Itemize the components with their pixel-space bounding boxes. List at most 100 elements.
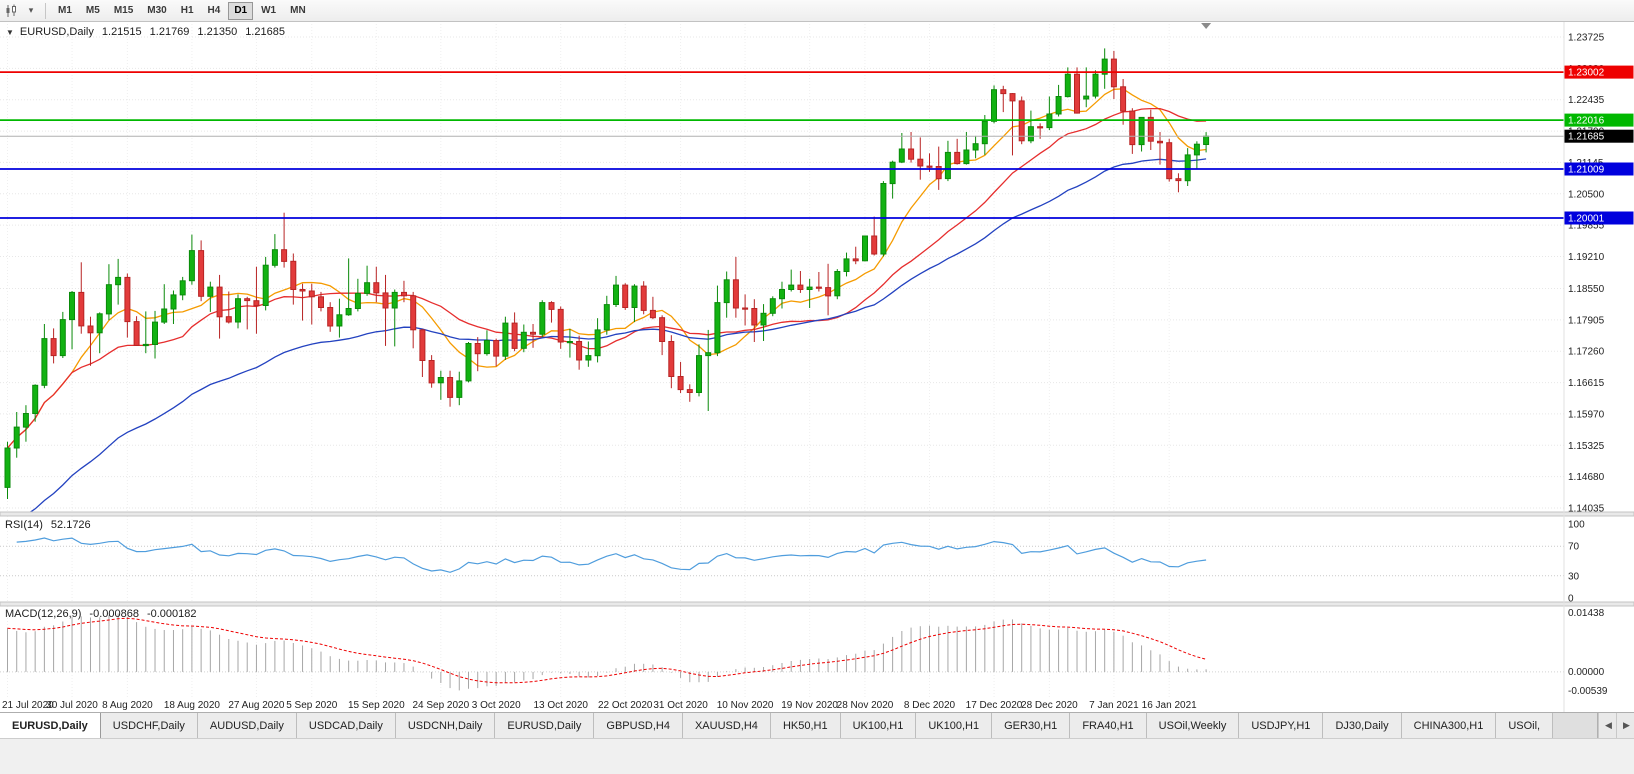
chart-shift-marker xyxy=(1201,23,1212,29)
svg-text:1.21685: 1.21685 xyxy=(1568,132,1605,143)
timeframe-button-m15[interactable]: M15 xyxy=(108,2,139,20)
chart-tab-4-usdcnh-daily[interactable]: USDCNH,Daily xyxy=(395,713,496,738)
timeframe-button-m1[interactable]: M1 xyxy=(52,2,78,20)
macd-signal-line xyxy=(7,617,1207,684)
price-level-badge xyxy=(1564,65,1634,79)
svg-text:17 Dec 2020: 17 Dec 2020 xyxy=(966,700,1023,711)
chart-tab-5-eurusd-daily[interactable]: EURUSD,Daily xyxy=(495,713,595,738)
chart-tab-7-xauusd-h4[interactable]: XAUUSD,H4 xyxy=(682,713,771,738)
timeframe-button-h1[interactable]: H1 xyxy=(175,2,200,20)
svg-text:22 Oct 2020: 22 Oct 2020 xyxy=(598,700,653,711)
chart-tab-14-usdjpy-h1[interactable]: USDJPY,H1 xyxy=(1239,713,1324,738)
timeframe-button-d1[interactable]: D1 xyxy=(228,1,254,20)
rsi-line xyxy=(16,537,1207,573)
chart-tabs: EURUSD,Daily USDCHF,Daily AUDUSD,Daily USDC… xyxy=(0,713,1554,738)
svg-text:30 Jul 2020: 30 Jul 2020 xyxy=(46,700,98,711)
chart-tab-16-china300-h1[interactable]: CHINA300,H1 xyxy=(1401,713,1497,738)
svg-text:1.15325: 1.15325 xyxy=(1568,441,1605,452)
svg-text:-0.00539: -0.00539 xyxy=(1568,686,1608,697)
tab-scroll-buttons: ◀ ▶ xyxy=(1597,713,1634,738)
price-level-badge xyxy=(1564,113,1634,127)
chart-tab-8-hk50-h1[interactable]: HK50,H1 xyxy=(770,713,841,738)
svg-text:1.14680: 1.14680 xyxy=(1568,472,1605,483)
price-badges[interactable]: 1.23002 1.22016 1.21009 1.20001 1.21685 xyxy=(1564,65,1634,225)
svg-text:24 Sep 2020: 24 Sep 2020 xyxy=(412,700,469,711)
chart-tab-1-usdchf-daily[interactable]: USDCHF,Daily xyxy=(100,713,198,738)
toolbar-separator xyxy=(45,2,46,19)
chart-tab-6-gbpusd-h4[interactable]: GBPUSD,H4 xyxy=(594,713,683,738)
price-level-badge xyxy=(1564,162,1634,176)
svg-text:1.20500: 1.20500 xyxy=(1568,189,1605,200)
grid-layer xyxy=(0,24,1564,698)
chart-type-icon[interactable] xyxy=(3,2,21,20)
chart-svg[interactable]: 0.014380.00000-0.005391.237251.230801.22… xyxy=(0,22,1634,712)
level-lines-layer[interactable] xyxy=(0,71,1564,219)
svg-text:21 Jul 2020: 21 Jul 2020 xyxy=(2,700,54,711)
svg-text:1.16615: 1.16615 xyxy=(1568,378,1605,389)
svg-text:5 Sep 2020: 5 Sep 2020 xyxy=(286,700,338,711)
chart-tab-13-usoil-weekly[interactable]: USOil,Weekly xyxy=(1146,713,1240,738)
svg-text:1.17260: 1.17260 xyxy=(1568,347,1605,358)
svg-text:7 Jan 2021: 7 Jan 2021 xyxy=(1089,700,1139,711)
macd-pane: 0.01438 0.00000 -0.00539 xyxy=(0,608,1608,697)
svg-text:1.23002: 1.23002 xyxy=(1568,68,1605,79)
timeframe-button-m5[interactable]: M5 xyxy=(80,2,106,20)
timeframe-button-h4[interactable]: H4 xyxy=(202,2,227,20)
chart-type-dropdown-icon[interactable]: ▾ xyxy=(28,5,34,15)
tab-scroll-left-button[interactable]: ◀ xyxy=(1598,713,1616,738)
timeframe-button-mn[interactable]: MN xyxy=(284,2,312,20)
svg-text:1.22435: 1.22435 xyxy=(1568,95,1605,106)
svg-text:1.15970: 1.15970 xyxy=(1568,409,1605,420)
chart-tab-17-usoil-[interactable]: USOil, xyxy=(1496,713,1554,738)
candles-layer xyxy=(4,48,1210,499)
svg-text:100: 100 xyxy=(1568,520,1585,531)
price-level-badge xyxy=(1564,129,1634,143)
rsi-pane xyxy=(0,537,1564,577)
svg-text:1.14035: 1.14035 xyxy=(1568,504,1605,515)
svg-text:10 Nov 2020: 10 Nov 2020 xyxy=(717,700,774,711)
svg-text:1.19210: 1.19210 xyxy=(1568,252,1605,263)
svg-text:1.20001: 1.20001 xyxy=(1568,214,1605,225)
svg-text:1.19855: 1.19855 xyxy=(1568,221,1605,232)
pane-separators[interactable] xyxy=(0,511,1634,607)
chart-area[interactable]: 0.014380.00000-0.005391.237251.230801.22… xyxy=(0,22,1634,712)
timeframe-button-group: M1 M5 M15 M30 H1 H4 D1 W1 MN xyxy=(51,1,313,20)
svg-text:8 Dec 2020: 8 Dec 2020 xyxy=(904,700,956,711)
chart-tab-9-uk100-h1[interactable]: UK100,H1 xyxy=(840,713,917,738)
timeframe-button-m30[interactable]: M30 xyxy=(141,2,172,20)
svg-text:19 Nov 2020: 19 Nov 2020 xyxy=(781,700,838,711)
candlestick-glyph xyxy=(6,4,16,17)
svg-text:15 Sep 2020: 15 Sep 2020 xyxy=(348,700,405,711)
svg-text:0.00000: 0.00000 xyxy=(1568,667,1605,678)
chart-tab-2-audusd-daily[interactable]: AUDUSD,Daily xyxy=(197,713,297,738)
chart-tab-10-uk100-h1[interactable]: UK100,H1 xyxy=(916,713,993,738)
svg-text:1.23725: 1.23725 xyxy=(1568,33,1605,44)
svg-text:1.17905: 1.17905 xyxy=(1568,315,1605,326)
medium-ma-line xyxy=(7,107,1207,449)
price-level-badge xyxy=(1564,211,1634,225)
svg-text:27 Aug 2020: 27 Aug 2020 xyxy=(228,700,285,711)
svg-text:18 Aug 2020: 18 Aug 2020 xyxy=(164,700,221,711)
svg-text:1.22016: 1.22016 xyxy=(1568,116,1605,127)
chart-tab-15-dj30-daily[interactable]: DJ30,Daily xyxy=(1323,713,1402,738)
status-bar xyxy=(0,738,1634,774)
svg-text:31 Oct 2020: 31 Oct 2020 xyxy=(653,700,708,711)
svg-text:16 Jan 2021: 16 Jan 2021 xyxy=(1142,700,1197,711)
top-toolbar: ▾ M1 M5 M15 M30 H1 H4 D1 W1 MN xyxy=(0,0,1634,22)
svg-text:3 Oct 2020: 3 Oct 2020 xyxy=(472,700,521,711)
svg-text:1.21009: 1.21009 xyxy=(1568,165,1605,176)
timeframe-button-w1[interactable]: W1 xyxy=(255,2,282,20)
svg-text:30: 30 xyxy=(1568,571,1580,582)
svg-text:28 Dec 2020: 28 Dec 2020 xyxy=(1021,700,1078,711)
svg-text:8 Aug 2020: 8 Aug 2020 xyxy=(102,700,153,711)
chart-tab-12-fra40-h1[interactable]: FRA40,H1 xyxy=(1070,713,1147,738)
svg-text:28 Nov 2020: 28 Nov 2020 xyxy=(837,700,894,711)
svg-text:70: 70 xyxy=(1568,542,1580,553)
slow-ma-line xyxy=(29,158,1207,512)
chart-tab-11-ger30-h1[interactable]: GER30,H1 xyxy=(992,713,1071,738)
tab-scroll-right-button[interactable]: ▶ xyxy=(1616,713,1634,738)
chart-tab-bar: EURUSD,Daily USDCHF,Daily AUDUSD,Daily USDC… xyxy=(0,712,1634,738)
chart-tab-3-usdcad-daily[interactable]: USDCAD,Daily xyxy=(296,713,396,738)
svg-text:0.01438: 0.01438 xyxy=(1568,608,1605,619)
chart-tab-0-eurusd-daily[interactable]: EURUSD,Daily xyxy=(0,713,101,738)
